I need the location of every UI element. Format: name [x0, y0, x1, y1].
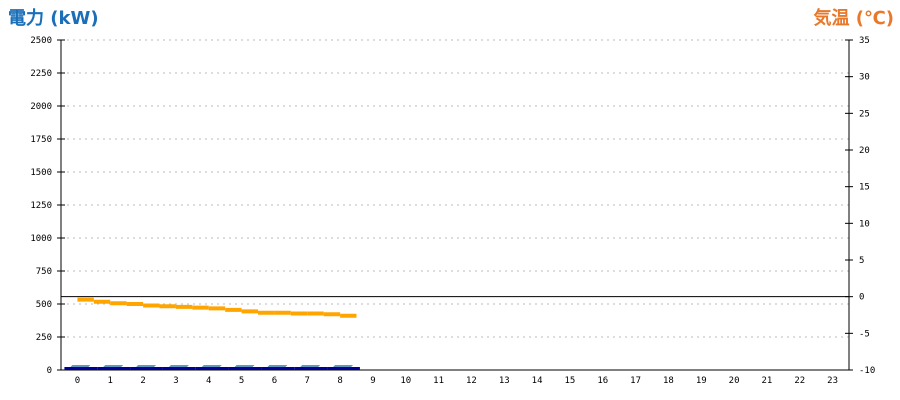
- right-tick-label: 35: [859, 36, 870, 46]
- x-tick-label: 23: [827, 376, 838, 386]
- x-tick-label: 21: [761, 376, 772, 386]
- x-tick-label: 9: [370, 376, 375, 386]
- x-tick-label: 16: [597, 376, 608, 386]
- right-tick-label: 10: [859, 219, 870, 229]
- x-tick-label: 0: [75, 376, 80, 386]
- x-tick-label: 13: [499, 376, 510, 386]
- x-tick-label: 5: [239, 376, 244, 386]
- x-tick-label: 11: [433, 376, 444, 386]
- right-tick-label: 5: [859, 256, 864, 266]
- x-tick-label: 2: [140, 376, 145, 386]
- right-tick-label: 0: [859, 293, 864, 303]
- x-tick-label: 19: [696, 376, 707, 386]
- left-tick-label: 0: [47, 366, 52, 376]
- x-tick-label: 14: [532, 376, 543, 386]
- right-tick-label: 30: [859, 73, 870, 83]
- left-tick-label: 2000: [30, 102, 52, 112]
- x-tick-label: 8: [337, 376, 342, 386]
- power-bar: [228, 367, 262, 370]
- right-tick-label: 15: [859, 183, 870, 193]
- left-axis-title: 電力 (kW): [8, 8, 99, 29]
- power-bar: [294, 367, 328, 370]
- right-tick-label: 20: [859, 146, 870, 156]
- power-bar: [327, 367, 360, 370]
- power-bar: [162, 367, 196, 370]
- power-bar: [97, 367, 131, 370]
- left-tick-label: 250: [36, 333, 52, 343]
- right-tick-label: 25: [859, 109, 870, 119]
- power-bar: [195, 367, 229, 370]
- left-tick-label: 750: [36, 267, 52, 277]
- x-tick-label: 20: [729, 376, 740, 386]
- left-tick-label: 2500: [30, 36, 52, 46]
- left-tick-label: 500: [36, 300, 52, 310]
- right-axis-title: 気温 (℃): [813, 8, 894, 29]
- power-bar: [64, 367, 98, 370]
- x-tick-label: 17: [630, 376, 641, 386]
- left-tick-label: 2250: [30, 69, 52, 79]
- x-tick-label: 18: [663, 376, 674, 386]
- x-tick-label: 12: [466, 376, 477, 386]
- x-tick-label: 3: [173, 376, 178, 386]
- power-bar: [261, 367, 295, 370]
- right-tick-label: -10: [859, 366, 875, 376]
- x-tick-label: 7: [305, 376, 310, 386]
- x-tick-label: 10: [400, 376, 411, 386]
- left-tick-label: 1750: [30, 135, 52, 145]
- x-tick-label: 22: [794, 376, 805, 386]
- x-tick-label: 1: [108, 376, 113, 386]
- left-tick-label: 1250: [30, 201, 52, 211]
- x-tick-label: 6: [272, 376, 277, 386]
- x-tick-label: 4: [206, 376, 211, 386]
- power-bar: [130, 367, 163, 370]
- left-tick-label: 1000: [30, 234, 52, 244]
- right-tick-label: -5: [859, 329, 870, 339]
- x-tick-label: 15: [564, 376, 575, 386]
- left-tick-label: 1500: [30, 168, 52, 178]
